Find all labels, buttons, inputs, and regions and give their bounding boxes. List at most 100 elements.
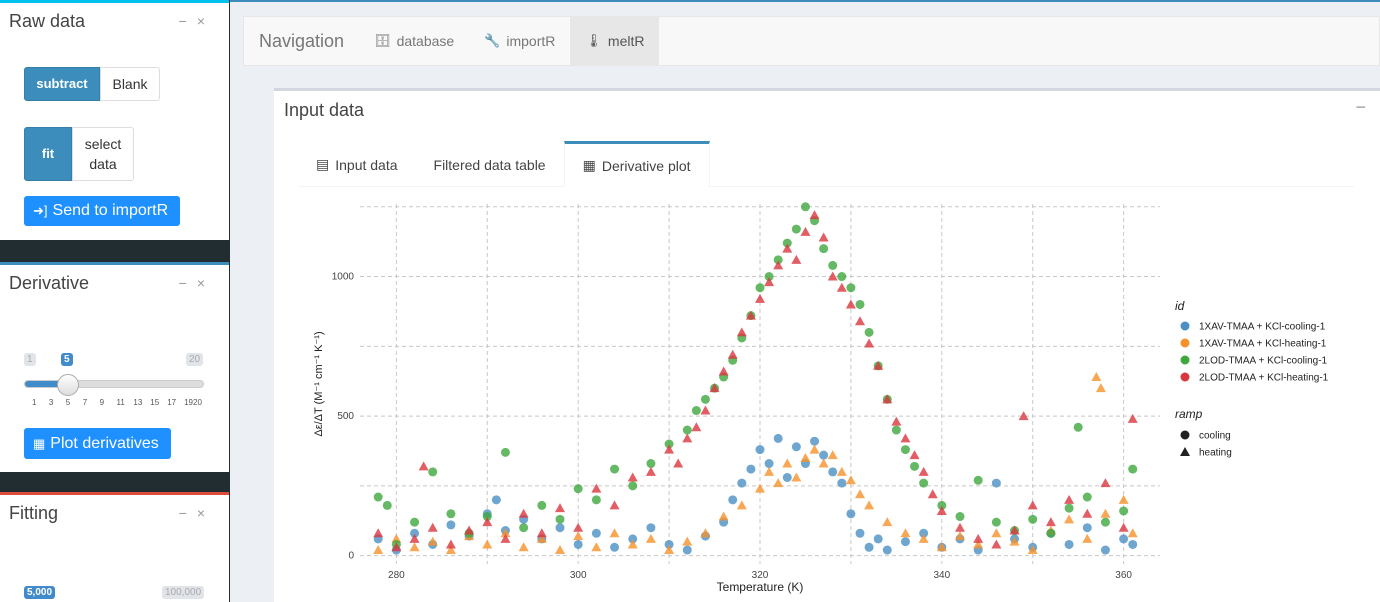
data-point-circle: [837, 272, 847, 282]
data-point-triangle: [736, 327, 747, 337]
data-point-triangle: [845, 299, 856, 309]
data-point-triangle: [1009, 536, 1020, 546]
data-point-triangle: [900, 433, 911, 443]
data-point-circle: [537, 500, 547, 510]
data-point-triangle: [482, 539, 493, 549]
data-point-triangle: [664, 444, 675, 454]
data-point-triangle: [773, 260, 784, 270]
data-point-triangle: [418, 461, 429, 471]
data-point-triangle: [764, 466, 775, 476]
data-point-triangle: [709, 383, 720, 393]
data-point-circle: [1046, 528, 1056, 538]
data-point-triangle: [373, 528, 384, 538]
data-point-circle: [991, 478, 1001, 488]
data-point-circle: [382, 500, 392, 510]
thermometer-icon: 🌡: [585, 33, 602, 48]
data-point-circle: [973, 475, 983, 485]
data-point-circle: [864, 542, 874, 552]
data-point-triangle: [727, 349, 738, 359]
nav-label-importr: importR: [506, 33, 556, 49]
data-point-triangle: [791, 254, 802, 264]
data-point-circle: [882, 545, 892, 555]
derivative-slider[interactable]: [24, 374, 204, 396]
data-point-triangle: [936, 542, 947, 552]
data-point-circle: [864, 327, 874, 337]
data-point-triangle: [591, 483, 602, 493]
data-point-circle: [846, 283, 856, 293]
collapse-icon[interactable]: −: [178, 505, 197, 521]
data-point-triangle: [818, 232, 829, 242]
data-point-circle: [1064, 539, 1074, 549]
data-point-triangle: [809, 210, 820, 220]
x-tick-label: 320: [752, 570, 769, 581]
tab-filtered-data-table[interactable]: Filtered data table: [416, 141, 564, 185]
data-point-circle: [819, 450, 829, 460]
data-point-circle: [755, 283, 765, 293]
blank-button[interactable]: Blank: [100, 67, 160, 101]
nav-item-meltr[interactable]: 🌡 meltR: [570, 16, 660, 66]
data-point-triangle: [500, 528, 511, 538]
data-point-circle: [746, 464, 756, 474]
nav-label-meltr: meltR: [607, 33, 645, 49]
data-point-circle: [837, 478, 847, 488]
legend-shape-triangle: [1180, 447, 1190, 456]
close-icon[interactable]: ×: [196, 505, 215, 521]
close-icon[interactable]: ×: [196, 275, 215, 291]
data-point-triangle: [664, 545, 675, 555]
tab-derivative-plot[interactable]: ▦ Derivative plot: [563, 141, 710, 187]
data-point-triangle: [973, 539, 984, 549]
collapse-icon[interactable]: −: [178, 13, 197, 29]
fit-button[interactable]: fit: [24, 127, 72, 181]
data-point-triangle: [1082, 533, 1093, 543]
data-point-circle: [519, 523, 529, 533]
data-point-circle: [782, 238, 792, 248]
legend-swatch: [1180, 321, 1190, 331]
calculator-icon: ▦: [33, 435, 46, 451]
close-icon[interactable]: ×: [196, 13, 215, 29]
data-point-circle: [1082, 492, 1092, 502]
data-point-triangle: [882, 394, 893, 404]
plot-derivatives-button[interactable]: ▦ Plot derivatives: [24, 428, 171, 459]
data-point-triangle: [773, 478, 784, 488]
data-point-circle: [610, 542, 620, 552]
data-point-triangle: [427, 522, 438, 532]
x-tick-label: 360: [1115, 570, 1132, 581]
data-point-triangle: [682, 536, 693, 546]
data-point-circle: [900, 445, 910, 455]
data-point-triangle: [845, 475, 856, 485]
data-point-triangle: [718, 366, 729, 376]
send-to-importr-button[interactable]: ➜] Send to importR: [24, 196, 180, 226]
nav-item-importr[interactable]: 🔧 importR: [469, 16, 570, 66]
data-point-triangle: [536, 533, 547, 543]
slider-handle[interactable]: [57, 374, 79, 396]
subtract-button[interactable]: subtract: [24, 67, 100, 101]
data-point-circle: [873, 534, 883, 544]
data-point-circle: [573, 539, 583, 549]
data-point-triangle: [791, 472, 802, 482]
slider-grid-label: 5: [65, 398, 71, 407]
legend-swatch: [1180, 338, 1190, 348]
data-point-circle: [819, 244, 829, 254]
data-point-triangle: [627, 472, 638, 482]
nav-item-database[interactable]: 🗄 database: [359, 16, 469, 66]
nav-label-database: database: [396, 33, 455, 49]
data-point-circle: [591, 495, 601, 505]
data-point-triangle: [755, 483, 765, 493]
collapse-icon[interactable]: −: [1355, 97, 1366, 117]
data-point-triangle: [464, 525, 475, 535]
data-point-circle: [500, 447, 510, 457]
legend-title-id: id: [1175, 299, 1185, 313]
data-point-triangle: [782, 243, 793, 253]
collapse-icon[interactable]: −: [178, 275, 197, 291]
data-point-triangle: [609, 500, 620, 510]
legend-label: 1XAV-TMAA + KCl-cooling-1: [1199, 322, 1326, 333]
select-data-button[interactable]: select data: [72, 127, 134, 181]
data-point-triangle: [1100, 478, 1111, 488]
data-point-triangle: [1082, 508, 1093, 518]
legend-title-ramp: ramp: [1175, 407, 1203, 421]
x-tick-label: 280: [388, 570, 405, 581]
data-point-triangle: [1027, 500, 1038, 510]
data-point-circle: [910, 461, 920, 471]
y-tick-label: 500: [337, 411, 354, 422]
tab-input-data[interactable]: ▤ Input data: [298, 141, 416, 185]
